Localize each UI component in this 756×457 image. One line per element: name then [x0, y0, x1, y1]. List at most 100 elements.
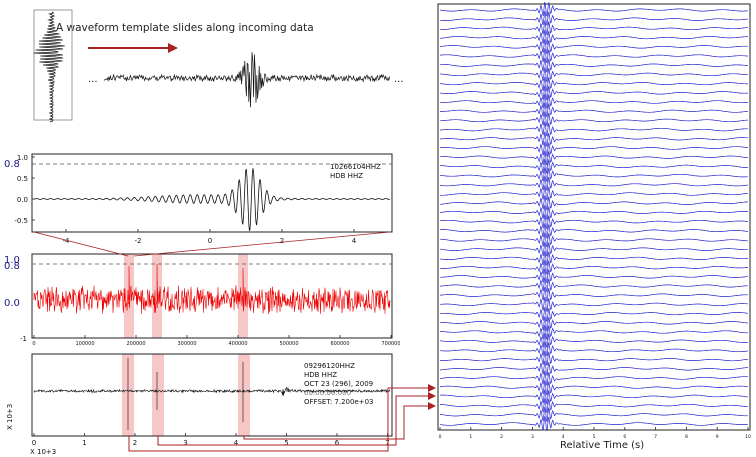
raw-station: HDB HHZ: [304, 371, 337, 379]
template-panel-frame: [31, 153, 393, 233]
headline: A waveform template slides along incomin…: [56, 22, 314, 34]
stack-xlabel: Relative Time (s): [560, 440, 645, 451]
stack-trace: [439, 325, 748, 341]
template-xtick-label: 2: [280, 237, 284, 245]
raw-xtick-label: 5: [284, 439, 288, 447]
arrow-path-2: [157, 395, 430, 446]
stack-trace: [440, 111, 748, 127]
stack-trace: [440, 141, 749, 157]
stack-trace: [439, 251, 748, 266]
arrow-head-3: [428, 402, 436, 410]
template-ytick-label: 0.5: [17, 175, 28, 183]
template-ytick-label: -0.5: [14, 217, 28, 225]
raw-xtick-label: 3: [183, 439, 187, 447]
slide-arrow-head: [168, 43, 178, 53]
raw-xtick-label: 0: [32, 439, 36, 447]
stack-trace: [440, 57, 749, 74]
arrow-path-1: [128, 387, 430, 452]
stack-trace: [440, 350, 749, 367]
stack-trace: [440, 102, 749, 118]
raw-highlight-3: [238, 354, 250, 436]
template-waveform-detail: [33, 168, 390, 232]
raw-xtick-label: 2: [133, 439, 137, 447]
zoom-line-left: [33, 231, 129, 257]
raw-time: 00:00:00.000: [304, 389, 351, 397]
raw-xtick-label: 6: [335, 439, 340, 447]
stack-trace: [439, 341, 749, 357]
stack-trace: [439, 10, 749, 26]
cc-xtick-label: 600000: [330, 341, 349, 347]
template-ytick-label: 0.0: [17, 196, 28, 204]
cc-xtick-label: 200000: [126, 341, 145, 347]
stack-xtick-label: 8: [685, 434, 688, 440]
stack-trace: [439, 176, 749, 192]
stacked-traces: [439, 1, 749, 432]
raw-xunit: X 10+3: [30, 448, 56, 456]
cc-top-label: 1.0: [4, 255, 20, 266]
stack-trace: [439, 389, 749, 405]
template-ytick-label: 1.0: [17, 154, 28, 162]
raw-offset: OFFSET: 7.200e+03: [304, 398, 374, 406]
cc-xtick-label: 100000: [75, 341, 94, 347]
stack-trace: [440, 195, 748, 211]
raw-panel: 09296120HHZ HDB HHZ OCT 23 (296), 2009 0…: [6, 353, 393, 456]
template-waveform: [33, 11, 65, 123]
stack-trace: [439, 333, 748, 349]
stack-trace: [440, 398, 749, 414]
template-panel: 1.0 0.5 0.0 -0.5 -4 -2 0 2 4 0.8 10266104HHZ HD…: [4, 153, 393, 245]
stack-trace: [439, 131, 749, 148]
cc-xticks: 0 100000 200000 300000 400000 500000 600000 700…: [32, 335, 400, 347]
threshold-label: 0.8: [4, 159, 20, 170]
stack-trace: [439, 407, 748, 423]
stack-xtick-label: 7: [654, 434, 657, 440]
template-xtick-label: 4: [352, 237, 357, 245]
stack-trace: [439, 241, 748, 257]
raw-highlight-2: [152, 354, 164, 436]
stack-xticks: 0 1 2 3 4 5 6 7 8 9 10: [439, 427, 751, 440]
stack-trace: [439, 286, 748, 303]
stack-xtick-label: 1: [469, 434, 472, 440]
stack-trace: [439, 296, 749, 313]
raw-xtick-label: 4: [234, 439, 239, 447]
template-station: HDB HHZ: [330, 172, 363, 180]
stack-trace: [439, 76, 748, 92]
arrow-head-2: [428, 392, 436, 400]
stack-trace: [439, 232, 749, 248]
template-xticks: -4 -2 0 2 4: [63, 229, 357, 245]
stack-trace: [440, 20, 749, 36]
stack-trace: [440, 85, 748, 101]
stack-trace: [440, 223, 749, 239]
stack-frame: [437, 3, 751, 431]
raw-date: OCT 23 (296), 2009: [304, 380, 373, 388]
stack-xtick-label: 5: [593, 434, 596, 440]
stack-trace: [440, 185, 749, 201]
template-xtick-label: 0: [208, 237, 212, 245]
stack-xtick-label: 2: [500, 434, 503, 440]
stack-xtick-label: 0: [439, 434, 442, 440]
stack-trace: [439, 48, 749, 64]
cc-xtick-label: 300000: [177, 341, 196, 347]
stack-trace: [439, 167, 749, 183]
raw-panel-frame: [31, 353, 393, 437]
stack-trace: [439, 159, 749, 174]
stack-xtick-label: 10: [745, 434, 751, 440]
cc-xtick-label: 400000: [228, 341, 247, 347]
stack-trace: [439, 214, 749, 230]
stack-trace: [439, 360, 748, 377]
cc-panel-frame: [31, 253, 393, 339]
stack-xtick-label: 9: [716, 434, 719, 440]
arrow-path-3: [243, 405, 430, 440]
raw-series: [33, 358, 391, 430]
stack-trace: [439, 204, 749, 221]
stack-trace: [439, 370, 749, 387]
ellipsis-left: ...: [88, 74, 98, 85]
stack-trace: [439, 380, 749, 396]
cc-bottom-label: -1: [20, 335, 27, 343]
template-xtick-label: -4: [63, 237, 71, 245]
template-illustration: ... ...: [33, 9, 404, 123]
cc-zero-label: 0.0: [4, 298, 20, 309]
stack-trace: [440, 277, 748, 293]
ellipsis-right: ...: [394, 74, 404, 85]
